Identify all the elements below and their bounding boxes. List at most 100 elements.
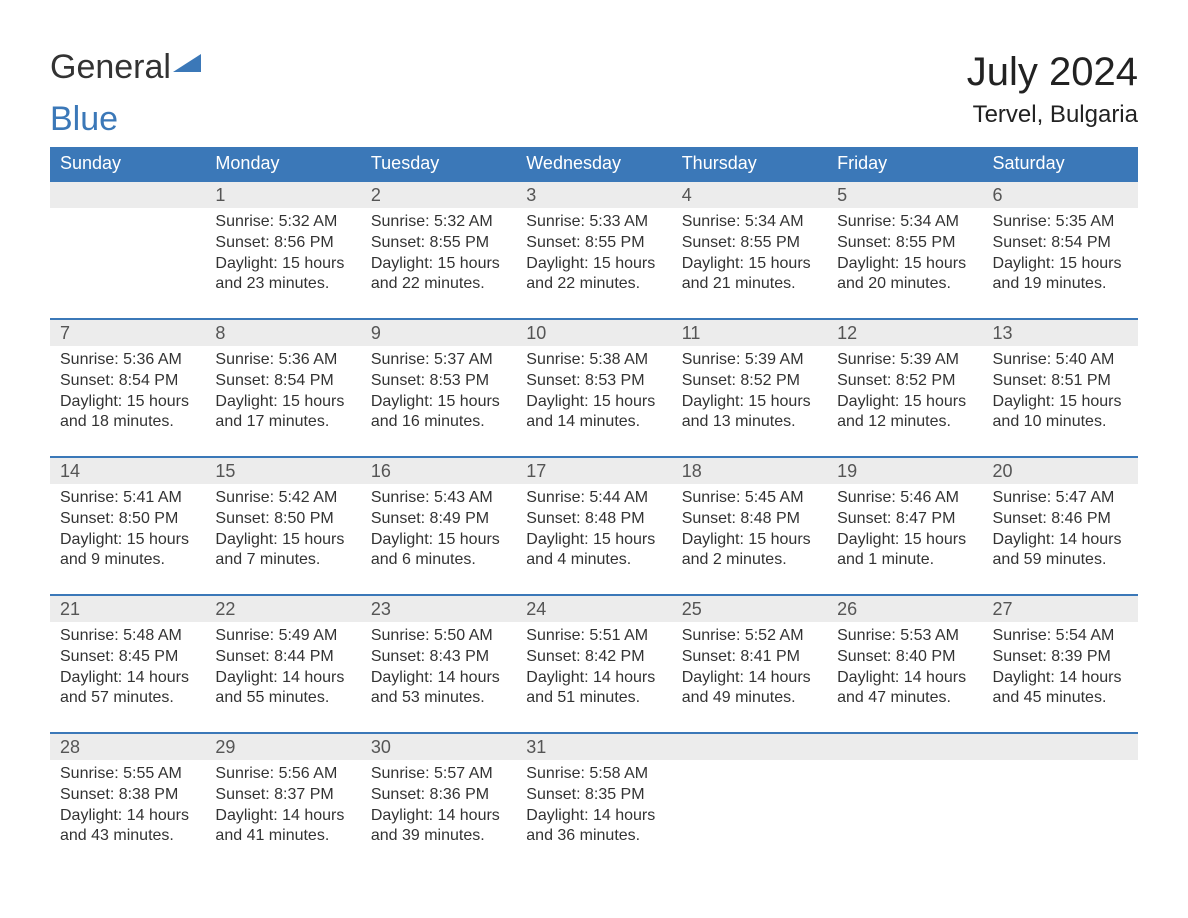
day-number: 3 — [516, 180, 671, 208]
calendar-cell: 20 Sunrise: 5:47 AMSunset: 8:46 PMDayligh… — [983, 456, 1138, 594]
day-d1: Daylight: 14 hours — [682, 668, 817, 689]
day-sunrise: Sunrise: 5:34 AM — [837, 212, 972, 233]
calendar-body: 1Sunrise: 5:32 AMSunset: 8:56 PMDaylight… — [50, 180, 1138, 870]
day-d1: Daylight: 15 hours — [993, 254, 1128, 275]
day-sunrise: Sunrise: 5:35 AM — [993, 212, 1128, 233]
day-details: Sunrise: 5:44 AMSunset: 8:48 PMDaylight:… — [516, 484, 671, 571]
day-sunset: Sunset: 8:52 PM — [682, 371, 817, 392]
day-d2: and 7 minutes. — [215, 550, 350, 571]
day-number — [50, 180, 205, 208]
day-number: 19 — [827, 456, 982, 484]
day-sunset: Sunset: 8:53 PM — [371, 371, 506, 392]
calendar-table: SundayMondayTuesdayWednesdayThursdayFrid… — [50, 147, 1138, 870]
calendar-week-row: 1Sunrise: 5:32 AMSunset: 8:56 PMDaylight… — [50, 180, 1138, 318]
day-d1: Daylight: 15 hours — [60, 530, 195, 551]
calendar-cell: 28Sunrise: 5:55 AMSunset: 8:38 PMDayligh… — [50, 732, 205, 870]
day-sunrise: Sunrise: 5:39 AM — [837, 350, 972, 371]
day-d2: and 1 minute. — [837, 550, 972, 571]
location: Tervel, Bulgaria — [967, 101, 1138, 129]
weekday-header: Monday — [205, 147, 360, 180]
day-d2: and 2 minutes. — [682, 550, 817, 571]
day-sunrise: Sunrise: 5:51 AM — [526, 626, 661, 647]
day-d2: and 18 minutes. — [60, 412, 195, 433]
calendar-cell: 5Sunrise: 5:34 AMSunset: 8:55 PMDaylight… — [827, 180, 982, 318]
calendar-cell: 4Sunrise: 5:34 AMSunset: 8:55 PMDaylight… — [672, 180, 827, 318]
day-d2: and 47 minutes. — [837, 688, 972, 709]
calendar-cell: 14Sunrise: 5:41 AMSunset: 8:50 PMDayligh… — [50, 456, 205, 594]
day-d1: Daylight: 14 hours — [60, 806, 195, 827]
day-sunrise: Sunrise: 5:34 AM — [682, 212, 817, 233]
weekday-header: Tuesday — [361, 147, 516, 180]
weekday-header: Thursday — [672, 147, 827, 180]
calendar-cell — [672, 732, 827, 870]
day-sunset: Sunset: 8:55 PM — [526, 233, 661, 254]
day-sunset: Sunset: 8:49 PM — [371, 509, 506, 530]
day-number: 20 — [983, 456, 1138, 484]
day-sunset: Sunset: 8:38 PM — [60, 785, 195, 806]
day-sunrise: Sunrise: 5:32 AM — [215, 212, 350, 233]
day-details: Sunrise: 5:45 AMSunset: 8:48 PMDaylight:… — [672, 484, 827, 571]
day-details: Sunrise: 5:36 AMSunset: 8:54 PMDaylight:… — [205, 346, 360, 433]
weekday-header: Saturday — [983, 147, 1138, 180]
day-d2: and 36 minutes. — [526, 826, 661, 847]
day-sunset: Sunset: 8:44 PM — [215, 647, 350, 668]
day-details: Sunrise: 5:46 AMSunset: 8:47 PMDaylight:… — [827, 484, 982, 571]
day-d1: Daylight: 14 hours — [993, 530, 1128, 551]
day-number: 22 — [205, 594, 360, 622]
day-sunset: Sunset: 8:36 PM — [371, 785, 506, 806]
day-d1: Daylight: 15 hours — [993, 392, 1128, 413]
day-d1: Daylight: 15 hours — [682, 254, 817, 275]
day-d2: and 39 minutes. — [371, 826, 506, 847]
calendar-week-row: 21Sunrise: 5:48 AMSunset: 8:45 PMDayligh… — [50, 594, 1138, 732]
day-sunrise: Sunrise: 5:54 AM — [993, 626, 1128, 647]
logo-flag-icon — [173, 50, 203, 84]
day-d2: and 43 minutes. — [60, 826, 195, 847]
day-details: Sunrise: 5:52 AMSunset: 8:41 PMDaylight:… — [672, 622, 827, 709]
calendar-cell: 30Sunrise: 5:57 AMSunset: 8:36 PMDayligh… — [361, 732, 516, 870]
day-d2: and 41 minutes. — [215, 826, 350, 847]
day-sunset: Sunset: 8:54 PM — [215, 371, 350, 392]
day-details: Sunrise: 5:32 AMSunset: 8:56 PMDaylight:… — [205, 208, 360, 295]
day-sunset: Sunset: 8:50 PM — [60, 509, 195, 530]
day-number: 6 — [983, 180, 1138, 208]
day-d1: Daylight: 15 hours — [526, 530, 661, 551]
day-d1: Daylight: 15 hours — [837, 530, 972, 551]
day-number: 9 — [361, 318, 516, 346]
day-details: Sunrise: 5:58 AMSunset: 8:35 PMDaylight:… — [516, 760, 671, 847]
calendar-cell: 6Sunrise: 5:35 AMSunset: 8:54 PMDaylight… — [983, 180, 1138, 318]
day-sunrise: Sunrise: 5:58 AM — [526, 764, 661, 785]
day-sunrise: Sunrise: 5:47 AM — [993, 488, 1128, 509]
day-number: 16 — [361, 456, 516, 484]
day-number: 18 — [672, 456, 827, 484]
calendar-cell: 16Sunrise: 5:43 AMSunset: 8:49 PMDayligh… — [361, 456, 516, 594]
day-number: 15 — [205, 456, 360, 484]
calendar-cell: 25Sunrise: 5:52 AMSunset: 8:41 PMDayligh… — [672, 594, 827, 732]
day-sunrise: Sunrise: 5:42 AM — [215, 488, 350, 509]
weekday-header: Wednesday — [516, 147, 671, 180]
day-d1: Daylight: 15 hours — [215, 254, 350, 275]
day-d2: and 53 minutes. — [371, 688, 506, 709]
calendar-cell: 29Sunrise: 5:56 AMSunset: 8:37 PMDayligh… — [205, 732, 360, 870]
day-d2: and 14 minutes. — [526, 412, 661, 433]
day-d2: and 22 minutes. — [526, 274, 661, 295]
day-d1: Daylight: 14 hours — [60, 668, 195, 689]
calendar-cell: 2Sunrise: 5:32 AMSunset: 8:55 PMDaylight… — [361, 180, 516, 318]
day-sunrise: Sunrise: 5:46 AM — [837, 488, 972, 509]
calendar-cell: 21Sunrise: 5:48 AMSunset: 8:45 PMDayligh… — [50, 594, 205, 732]
day-details: Sunrise: 5:34 AMSunset: 8:55 PMDaylight:… — [672, 208, 827, 295]
day-d1: Daylight: 15 hours — [526, 254, 661, 275]
calendar-cell: 17Sunrise: 5:44 AMSunset: 8:48 PMDayligh… — [516, 456, 671, 594]
calendar-cell: 10Sunrise: 5:38 AMSunset: 8:53 PMDayligh… — [516, 318, 671, 456]
day-sunrise: Sunrise: 5:57 AM — [371, 764, 506, 785]
calendar-cell: 22Sunrise: 5:49 AMSunset: 8:44 PMDayligh… — [205, 594, 360, 732]
day-d2: and 17 minutes. — [215, 412, 350, 433]
day-number: 23 — [361, 594, 516, 622]
day-d2: and 57 minutes. — [60, 688, 195, 709]
day-sunset: Sunset: 8:46 PM — [993, 509, 1128, 530]
day-number: 2 — [361, 180, 516, 208]
logo: General — [50, 50, 205, 84]
day-sunset: Sunset: 8:55 PM — [837, 233, 972, 254]
calendar-cell: 3Sunrise: 5:33 AMSunset: 8:55 PMDaylight… — [516, 180, 671, 318]
day-details: Sunrise: 5:57 AMSunset: 8:36 PMDaylight:… — [361, 760, 516, 847]
calendar-cell: 26Sunrise: 5:53 AMSunset: 8:40 PMDayligh… — [827, 594, 982, 732]
